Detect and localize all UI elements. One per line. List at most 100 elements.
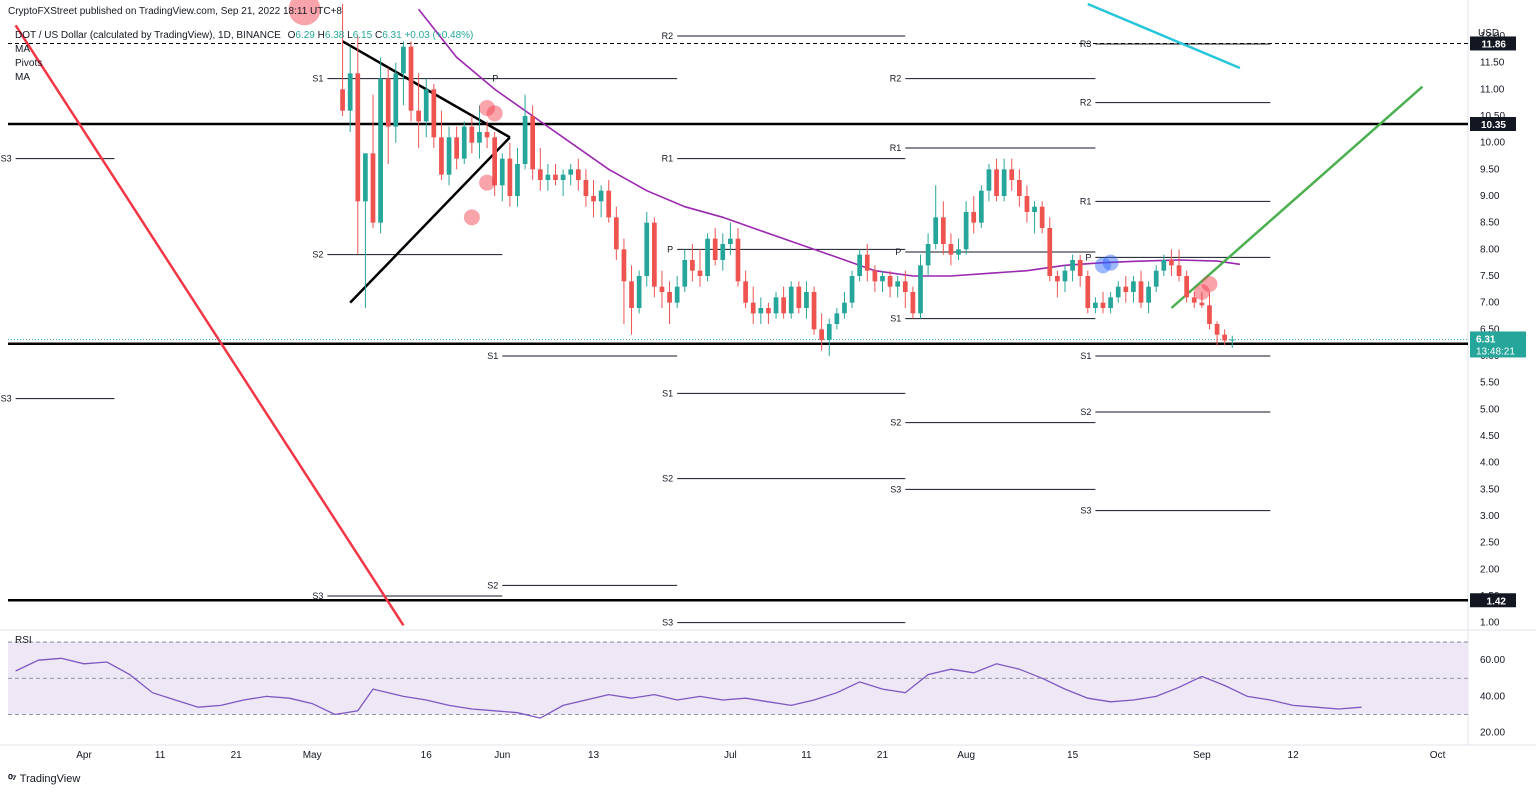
pivot-label: S3 — [1, 394, 12, 404]
candle-body — [370, 153, 376, 223]
candle-body — [963, 212, 969, 250]
price-tick-label: 3.00 — [1480, 511, 1500, 522]
symbol-name[interactable]: DOT / US Dollar (calculated by TradingVi… — [15, 30, 281, 41]
candle-body — [568, 169, 574, 175]
candle-body — [598, 190, 604, 202]
last-price-text: 6.31 — [1476, 334, 1496, 345]
time-tick-label: 11 — [801, 750, 812, 761]
candle-body — [1169, 260, 1174, 266]
pivot-label: R2 — [662, 31, 674, 41]
candle-body — [1100, 302, 1106, 308]
level-price-text: 10.35 — [1481, 120, 1506, 131]
candle-body — [393, 73, 399, 127]
candle-body — [1093, 302, 1098, 308]
price-tick-label: 5.00 — [1480, 404, 1500, 415]
candle-body — [864, 254, 870, 271]
time-tick-label: Jul — [724, 750, 737, 761]
price-tick-label: 8.00 — [1480, 244, 1500, 255]
indicator-pivots[interactable]: Pivots — [15, 58, 43, 69]
candle-body — [750, 302, 756, 314]
highlight-marker — [479, 100, 496, 116]
candle-body — [720, 244, 726, 260]
candle-body — [667, 292, 672, 303]
candle-body — [545, 174, 551, 180]
pivot-label: R3 — [1080, 39, 1092, 49]
price-tick-label: 5.50 — [1480, 378, 1500, 389]
pivot-label: S3 — [1, 154, 12, 164]
candle-body — [537, 169, 543, 180]
candle-body — [461, 126, 467, 159]
price-tick-label: 9.00 — [1480, 191, 1500, 202]
candle-body — [560, 174, 566, 180]
candle-body — [1077, 260, 1083, 276]
price-tick-label: 7.00 — [1480, 298, 1500, 309]
indicator-ma-1[interactable]: MA — [15, 44, 30, 55]
indicator-ma-2[interactable]: MA — [15, 72, 30, 83]
pivot-label: R2 — [890, 74, 902, 84]
footer-brand[interactable]: ⁰⁷ TradingView — [8, 772, 80, 786]
candle-body — [1016, 180, 1022, 196]
candle-body — [826, 324, 832, 340]
price-tick-label: 4.50 — [1480, 431, 1500, 442]
candle-body — [956, 249, 961, 255]
pivot-label: S3 — [890, 484, 901, 494]
pivot-label: P — [895, 247, 901, 257]
highlight-marker — [1193, 284, 1210, 300]
time-tick-label: Apr — [76, 750, 92, 761]
candle-body — [401, 46, 406, 74]
time-tick-label: 15 — [1067, 750, 1079, 761]
candle-body — [378, 78, 383, 223]
pivot-label: S3 — [312, 591, 323, 601]
time-tick-label: 16 — [421, 750, 433, 761]
candle-body — [575, 169, 581, 180]
candle-body — [469, 126, 475, 143]
highlight-marker — [288, 0, 321, 26]
time-tick-label: 21 — [231, 750, 243, 761]
price-tick-label: 11.50 — [1480, 58, 1505, 69]
candle-body — [925, 244, 931, 266]
candle-body — [1047, 228, 1053, 276]
pivot-label: S2 — [662, 474, 673, 484]
candle-body — [788, 286, 794, 314]
candle-body — [902, 281, 908, 292]
candle-body — [522, 116, 528, 164]
footer-brand-label: TradingView — [19, 773, 81, 785]
candle-body — [1191, 297, 1197, 303]
candle-body — [591, 196, 596, 202]
time-tick-label: May — [303, 750, 322, 761]
price-tick-label: 11.00 — [1480, 84, 1505, 95]
candle-body — [1085, 276, 1091, 308]
level-price-tag — [1470, 36, 1516, 51]
candle-body — [659, 286, 665, 292]
highlight-marker — [479, 174, 496, 191]
candle-body — [796, 286, 802, 308]
candle-body — [553, 174, 558, 180]
candle-body — [1024, 196, 1030, 212]
candle-body — [842, 302, 847, 314]
price-tick-label: 3.50 — [1480, 484, 1500, 495]
candle-body — [1146, 286, 1151, 303]
candle-body — [606, 190, 612, 218]
rsi-tick-label: 40.00 — [1480, 691, 1505, 702]
symbol-line[interactable]: DOT / US Dollar (calculated by TradingVi… — [15, 30, 473, 41]
candle-body — [918, 265, 923, 314]
candle-body — [971, 212, 977, 223]
time-tick-label: 21 — [877, 750, 889, 761]
price-tick-label: 2.00 — [1480, 564, 1500, 575]
candle-body — [621, 249, 627, 282]
high-label: H — [317, 30, 325, 41]
price-tick-label: 4.00 — [1480, 458, 1500, 469]
candle-body — [1062, 270, 1068, 282]
price-tick-label: 10.50 — [1480, 111, 1505, 122]
candle-body — [697, 270, 703, 276]
highlight-marker — [1095, 257, 1111, 274]
candle-body — [499, 158, 505, 186]
candle-body — [644, 222, 650, 276]
candle-body — [674, 286, 680, 303]
rsi-tick-label: 20.00 — [1480, 728, 1505, 739]
candle-body — [811, 292, 817, 330]
pivot-label: S2 — [890, 418, 901, 428]
candle-body — [1032, 206, 1037, 212]
close-value: 6.31 — [382, 30, 402, 41]
